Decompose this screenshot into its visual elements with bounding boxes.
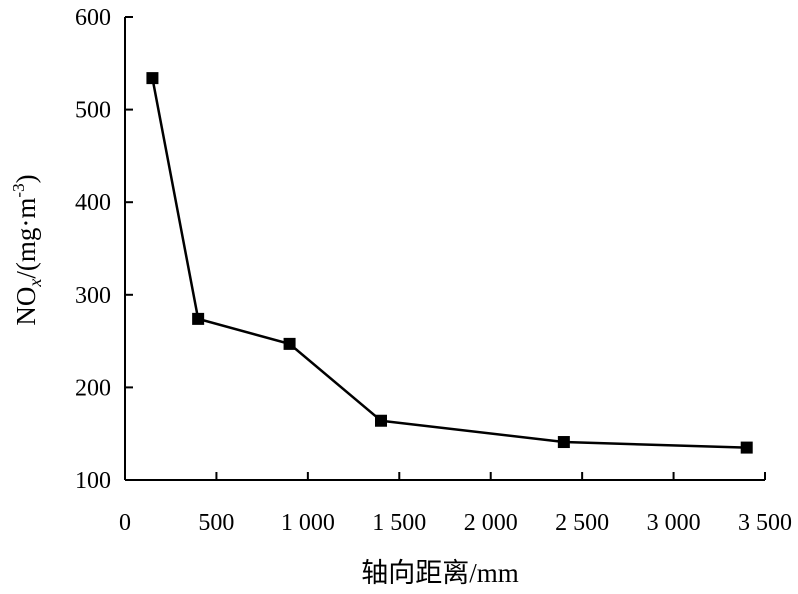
x-tick-label: 3 000 — [647, 510, 701, 536]
data-point-marker — [192, 312, 205, 325]
x-tick-label: 0 — [119, 510, 131, 536]
x-tick-label: 1 500 — [372, 510, 426, 536]
x-tick-label: 2 000 — [464, 510, 518, 536]
data-point-marker — [283, 337, 296, 350]
y-ticks: 100 200 300 400 500 600 — [75, 5, 133, 494]
data-point-marker — [375, 414, 387, 427]
y-tick-label: 100 — [75, 468, 111, 494]
data-point-marker — [146, 72, 159, 85]
y-label-superscript: -3 — [9, 183, 28, 197]
y-tick-label: 600 — [75, 5, 111, 31]
y-tick-label: 500 — [75, 98, 111, 124]
x-axis-label: 轴向距离/mm — [361, 558, 519, 588]
x-tick-label: 1 000 — [281, 510, 335, 536]
y-label-unit-close: ) — [11, 174, 41, 183]
y-tick-label: 200 — [75, 375, 111, 401]
axes — [124, 17, 765, 481]
y-label-unit-open: /(mg·m — [11, 198, 41, 279]
y-label-prefix: NO — [11, 287, 41, 326]
data-point-marker — [557, 436, 570, 449]
series-group — [146, 72, 753, 454]
x-tick-label: 500 — [198, 510, 234, 536]
series-line — [151, 77, 747, 449]
y-label-subscript: x — [25, 279, 45, 288]
x-ticks: 0 500 1 000 1 500 2 000 2 500 3 000 3 500 — [119, 472, 792, 536]
data-point-marker — [740, 441, 753, 454]
x-tick-label: 3 500 — [738, 510, 792, 536]
x-tick-label: 2 500 — [555, 510, 609, 536]
y-tick-label: 300 — [75, 283, 111, 309]
y-tick-label: 400 — [75, 190, 111, 216]
y-axis-label: NOx/(mg·m-3) — [9, 174, 45, 325]
